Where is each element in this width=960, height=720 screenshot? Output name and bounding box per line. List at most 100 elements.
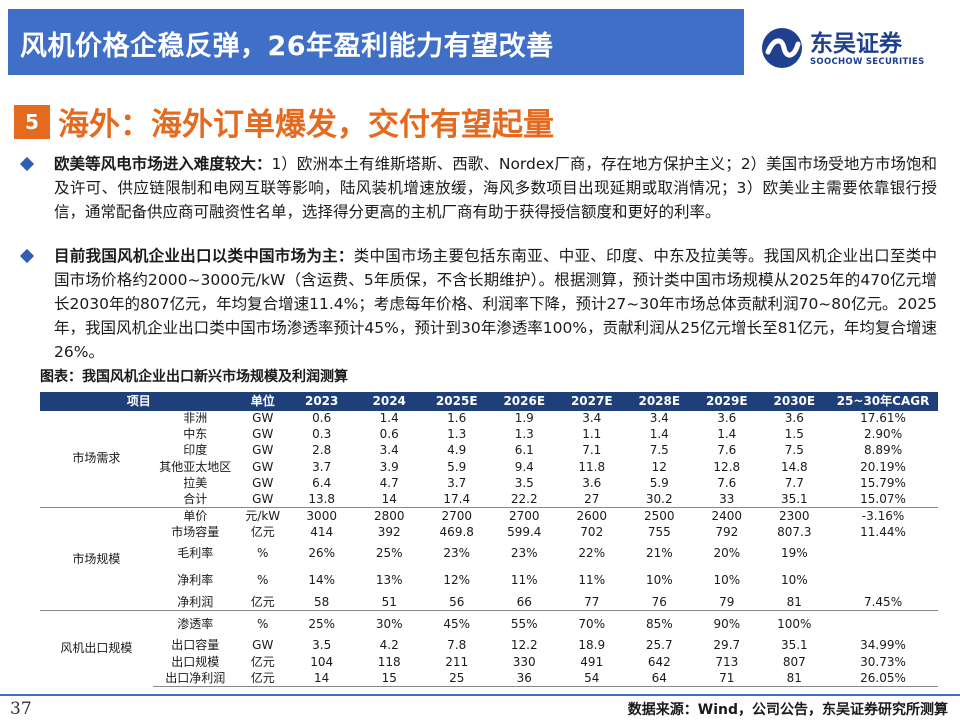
row-value-cell: 55% [490,610,558,638]
row-cagr-cell: 30.73% [860,654,906,669]
table-row: 净利润 亿元 58 51 56 66 77 76 79 81 7.45% [40,594,938,610]
table-row: 市场需求 非洲 GW 0.6 1.4 1.6 1.9 3.4 3.4 3.6 3.6 17.61% [40,410,938,466]
row-cagr-cell: 15.79% [860,475,906,490]
row-value-cell: 1.9 [514,410,534,425]
row-cagr-cell: -3.16% [828,507,938,525]
row-value-cell: 713 [715,654,739,669]
row-cagr-cell: 17.61% [860,410,906,425]
row-value-cell: 7.5 [784,443,804,458]
row-item-label: 渗透率 [152,610,238,638]
row-value-cell: 27 [584,491,600,506]
row-value-cell: 4.2 [379,638,399,653]
table-body: 市场需求 非洲 GW 0.6 1.4 1.6 1.9 3.4 3.4 3.6 3.6 17.61% 中东… [40,410,938,688]
row-value-cell: 100% [760,610,829,638]
table-row: 印度 GW 2.8 3.4 4.9 6.1 7.1 7.5 7.6 7.5 8.89% [40,443,938,459]
row-value-cell: 90% [693,610,761,638]
row-item-label: 单价 [152,507,238,525]
group-label: 市场需求 [72,451,121,466]
table-row: 中东 GW 0.3 0.6 1.3 1.3 1.1 1.4 1.4 1.5 2.90% [40,426,938,442]
row-value-cell: 85% [625,610,694,638]
row-value-cell: 35.1 [780,638,808,653]
row-value-cell: 7.6 [717,443,737,458]
table-caption: 图表：我国风机企业出口新兴市场规模及利润测算 [40,369,348,385]
row-value-cell: 79 [719,594,735,609]
row-value-cell: 3.6 [784,410,804,425]
row-value-cell: 19% [780,546,808,561]
row-value-cell: 10% [713,573,741,588]
row-value-cell: 1.4 [649,426,669,441]
row-value-cell: 17.4 [443,491,471,506]
row-value-cell: 10% [780,573,808,588]
table-row: 其他亚太地区 GW 3.7 3.9 5.9 9.4 11.8 12 12.8 14.8 20.19% [40,459,938,475]
table-row: 出口容量 GW 3.5 4.2 7.8 12.2 18.9 25.7 29.7 35.1 34.99… [40,638,938,654]
row-value-cell: 2300 [760,507,829,525]
table-row: 拉美 GW 6.4 4.7 3.7 3.5 3.6 5.9 7.6 7.7 15.79% [40,475,938,491]
row-value-cell: 29.7 [713,638,741,653]
row-unit: 亿元 [250,654,275,669]
row-item-label: 净利润 [177,594,214,609]
header-cell-year: 2025E [422,392,491,411]
row-value-cell: 1.4 [379,410,399,425]
row-value-cell: 3.7 [447,475,467,490]
row-cagr-cell: 26.05% [828,670,938,688]
row-cagr-cell: 34.99% [860,638,906,653]
row-value-cell: 1.3 [447,426,467,441]
row-value-cell: 64 [625,670,694,688]
row-value-cell: 7.1 [582,443,602,458]
row-value-cell: 1.6 [447,410,467,425]
row-unit: GW [252,491,274,506]
row-value-cell: 5.9 [447,459,467,474]
row-value-cell: 11% [578,573,606,588]
row-value-cell: 642 [647,654,671,669]
row-value-cell: 599.4 [507,524,542,539]
header-cell-year: 2024 [355,392,423,411]
slide-title: 风机价格企稳反弹，26年盈利能力有望改善 [20,31,554,62]
bullet-lead: 欧美等风电市场进入难度较大： [54,155,272,173]
row-value-cell: 3.7 [312,459,332,474]
row-value-cell: 2700 [490,507,558,525]
row-value-cell: 7.5 [649,443,669,458]
row-value-cell: 3000 [287,507,356,525]
table-row: 市场规模 单价 元/kW 3000 2800 2700 2700 2600 2500 2400 23… [40,507,938,611]
row-item-label: 市场容量 [171,524,220,539]
row-item-label: 合计 [183,491,208,506]
row-unit: GW [252,459,274,474]
row-value-cell: 35.1 [780,491,808,506]
row-value-cell: 14.8 [780,459,808,474]
row-value-cell: 81 [760,670,829,688]
row-value-cell: 14 [287,670,356,688]
row-value-cell: 3.5 [514,475,534,490]
table-row: 合计 GW 13.8 14 17.4 22.2 27 30.2 33 35.1 15.07% [40,491,938,507]
row-value-cell: 70% [558,610,626,638]
row-value-cell: 414 [310,524,334,539]
row-value-cell: 755 [647,524,671,539]
row-value-cell: 18.9 [578,638,606,653]
row-value-cell: 14% [308,573,336,588]
row-cagr-cell [828,540,938,567]
header-cell-item: 项目 [40,392,238,411]
table-row: 风机出口规模 渗透率% 25% 30% 45% 55% 70% 85% 90% 100% [40,610,938,687]
row-value-cell: 3.4 [649,410,669,425]
row-value-cell: 104 [310,654,334,669]
footer-divider [0,694,960,696]
header-cell-year: 2029E [693,392,761,411]
section-number-badge: 5 [14,105,50,139]
row-cagr-cell [828,610,938,638]
table-header-row: 项目 单位 2023 2024 2025E 2026E 2027E 2028E … [40,392,938,411]
row-value-cell: 7.6 [717,475,737,490]
market-estimate-table: 项目 单位 2023 2024 2025E 2026E 2027E 2028E … [40,392,938,688]
row-value-cell: 2.8 [312,443,332,458]
row-value-cell: 21% [645,546,673,561]
row-value-cell: 2700 [422,507,491,525]
row-unit: 亿元 [237,670,288,688]
row-value-cell: 792 [715,524,739,539]
row-value-cell: 15 [355,670,423,688]
row-item-label: 拉美 [183,475,208,490]
row-value-cell: 22% [578,546,606,561]
header-cell-year: 2026E [490,392,558,411]
row-value-cell: 2800 [355,507,423,525]
row-value-cell: 11% [510,573,538,588]
table-row: 市场容量 亿元 414 392 469.8 599.4 702 755 792 807.3 11.4… [40,524,938,540]
row-value-cell: 3.6 [582,475,602,490]
row-cagr-cell: 7.45% [863,594,903,609]
